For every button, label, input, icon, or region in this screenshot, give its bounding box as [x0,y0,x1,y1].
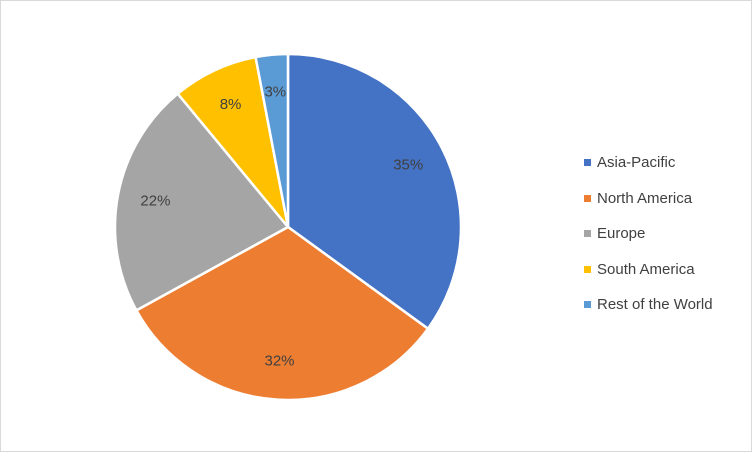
pie-slices [113,52,463,402]
pie-slice-rest-of-the-world [254,52,290,229]
data-label-north-america: 32% [265,353,295,370]
legend-swatch-icon [584,159,591,167]
legend-swatch-icon [584,301,591,309]
legend-label: Asia-Pacific [597,154,676,172]
data-label-rest-of-the-world: 3% [264,84,286,101]
pie-slice-north-america [135,225,430,402]
data-label-asia-pacific: 35% [393,157,423,174]
legend: Asia-Pacific North America Europe South … [584,145,713,323]
legend-item-rest-of-the-world: Rest of the World [584,287,713,323]
legend-swatch-icon [584,194,591,202]
legend-swatch-icon [584,230,591,238]
legend-swatch-icon [584,265,591,273]
data-labels: 35% 32% 22% 8% 3% [140,84,423,370]
data-label-europe: 22% [140,193,170,210]
data-label-south-america: 8% [220,96,242,113]
legend-item-south-america: South America [584,252,713,288]
legend-label: Europe [597,225,646,243]
legend-label: North America [597,189,693,207]
legend-item-asia-pacific: Asia-Pacific [584,145,713,181]
legend-item-europe: Europe [584,216,713,252]
legend-label: South America [597,260,695,278]
legend-item-north-america: North America [584,181,713,217]
pie-slice-europe [113,92,290,312]
legend-label: Rest of the World [597,296,713,314]
pie-slice-asia-pacific [286,52,463,330]
